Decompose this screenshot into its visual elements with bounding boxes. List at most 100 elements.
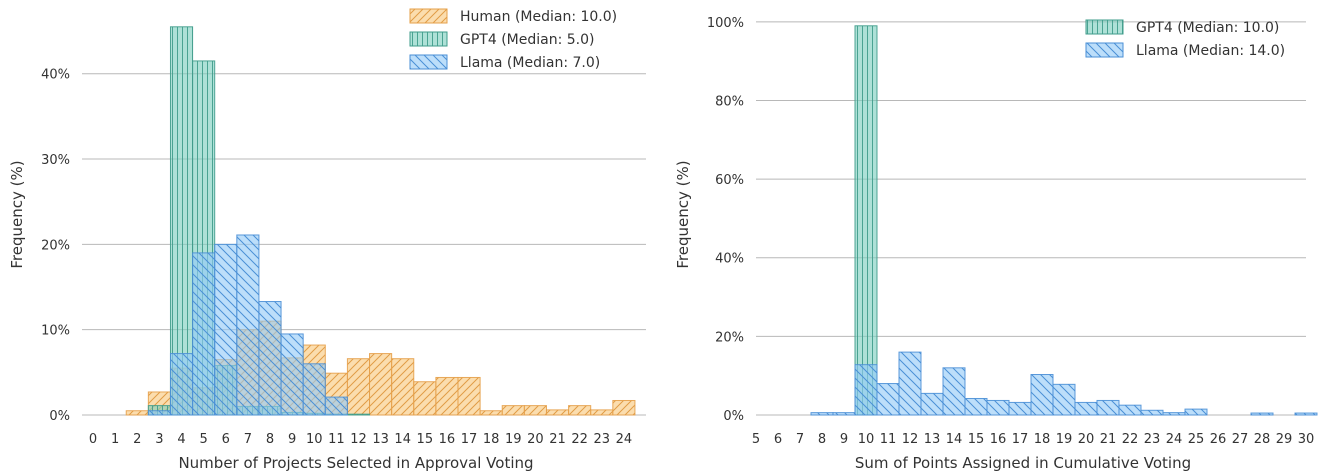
y-tick-label: 30% (41, 153, 70, 168)
x-tick-label: 30 (1298, 432, 1315, 447)
bar-hatch (876, 383, 900, 416)
x-tick-label: 29 (1276, 432, 1293, 447)
x-tick-label: 2 (133, 432, 141, 447)
legend-swatch-hatch (409, 8, 448, 24)
y-tick-label: 80% (715, 94, 744, 109)
legend-entry: Llama (Median: 7.0) (460, 55, 600, 71)
legend-entry: Llama (Median: 14.0) (1136, 43, 1285, 59)
x-tick-label: 17 (1012, 432, 1029, 447)
x-tick-label: 22 (1122, 432, 1139, 447)
x-tick-label: 11 (328, 432, 345, 447)
x-tick-label: 12 (350, 432, 367, 447)
x-tick-label: 18 (1034, 432, 1051, 447)
x-tick-label: 8 (266, 432, 274, 447)
x-tick-label: 13 (372, 432, 389, 447)
legend: Human (Median: 10.0) GPT4 (Median: 5.0) Ll… (409, 8, 617, 71)
legend-swatch-hatch (409, 54, 448, 70)
x-tick-label: 25 (1188, 432, 1205, 447)
bar-hatch (986, 399, 1010, 416)
x-tick-label: 23 (1144, 432, 1161, 447)
x-axis-label: Sum of Points Assigned in Cumulative Vot… (855, 454, 1191, 472)
bar-hatch (369, 353, 393, 416)
bar-hatch (942, 367, 966, 416)
x-tick-label: 24 (616, 432, 633, 447)
x-tick-label: 20 (527, 432, 544, 447)
x-tick-label: 19 (505, 432, 522, 447)
bar-hatch (280, 333, 304, 416)
x-tick-label: 16 (990, 432, 1007, 447)
bar-hatch (346, 413, 371, 416)
legend-entry: GPT4 (Median: 10.0) (1136, 20, 1279, 36)
x-tick-label: 9 (840, 432, 848, 447)
approval-voting-panel: 0%10%20%30%40%0 1 2 3 4 5 6 7 8 9 10 11 12 13 14 15 16 17… (8, 8, 646, 472)
x-tick-label: 19 (1056, 432, 1073, 447)
bar-hatch (457, 376, 481, 416)
x-tick-label: 6 (774, 432, 782, 447)
x-tick-label: 12 (902, 432, 919, 447)
series-0 (854, 25, 878, 416)
x-tick-label: 7 (796, 432, 804, 447)
bar-hatch (1052, 383, 1076, 416)
bar-hatch (125, 410, 149, 416)
x-tick-label: 24 (1166, 432, 1183, 447)
bar-hatch (391, 358, 415, 416)
y-tick-label: 60% (715, 173, 744, 188)
bar-hatch (1008, 401, 1032, 416)
x-tick-label: 26 (1210, 432, 1227, 447)
x-tick-label: 9 (288, 432, 296, 447)
x-tick-label: 4 (177, 432, 185, 447)
bar-hatch (545, 409, 570, 416)
bar-hatch (258, 301, 282, 416)
bar-hatch (236, 234, 260, 416)
x-tick-label: 13 (924, 432, 941, 447)
bar-hatch (920, 392, 944, 416)
bar-hatch (1162, 412, 1186, 416)
bar-hatch (810, 412, 834, 416)
y-tick-label: 10% (41, 324, 70, 339)
bar-hatch (568, 405, 592, 416)
legend-entry: Human (Median: 10.0) (460, 9, 617, 25)
legend-entry: GPT4 (Median: 5.0) (460, 32, 594, 48)
x-axis-label: Number of Projects Selected in Approval … (178, 454, 533, 472)
y-tick-label: 0% (49, 409, 70, 424)
x-tick-label: 16 (439, 432, 456, 447)
bar-hatch (214, 243, 238, 416)
x-tick-label: 14 (946, 432, 963, 447)
bar-hatch (1184, 408, 1208, 416)
bar-hatch (1096, 399, 1120, 416)
x-tick-label: 14 (394, 432, 411, 447)
y-tick-label: 20% (41, 238, 70, 253)
x-tick-label: 18 (483, 432, 500, 447)
bar-hatch (1118, 404, 1142, 416)
y-tick-label: 20% (715, 330, 744, 345)
bar-hatch (832, 412, 856, 416)
bar-hatch (523, 405, 547, 416)
bar-hatch (854, 25, 878, 416)
x-tick-label: 10 (858, 432, 875, 447)
y-axis-label: Frequency (%) (8, 160, 26, 268)
x-tick-label: 15 (417, 432, 434, 447)
legend-swatch-hatch (1085, 42, 1124, 58)
bar-hatch (302, 363, 326, 416)
x-tick-label: 5 (752, 432, 760, 447)
bar-hatch (898, 351, 922, 416)
x-tick-label: 3 (155, 432, 163, 447)
x-tick-label: 27 (1232, 432, 1249, 447)
bar-hatch (346, 358, 371, 416)
legend-swatch-hatch (409, 31, 448, 47)
y-axis-label: Frequency (%) (674, 160, 692, 268)
bar-hatch (324, 396, 348, 416)
y-tick-label: 40% (715, 252, 744, 267)
bar-hatch (435, 376, 459, 416)
bar-hatch (413, 381, 437, 416)
series-1 (810, 351, 1318, 416)
x-tick-label: 17 (461, 432, 478, 447)
x-tick-label: 15 (968, 432, 985, 447)
x-tick-label: 5 (200, 432, 208, 447)
x-tick-label: 8 (818, 432, 826, 447)
bar-hatch (169, 353, 194, 416)
cumulative-voting-panel: 0% 20% 40% 60% 80% 100% 5 6 7 8 9 10 11 12 13 14 15 16 17 1… (674, 16, 1318, 472)
y-tick-label: 40% (41, 68, 70, 83)
bar-hatch (479, 410, 503, 416)
